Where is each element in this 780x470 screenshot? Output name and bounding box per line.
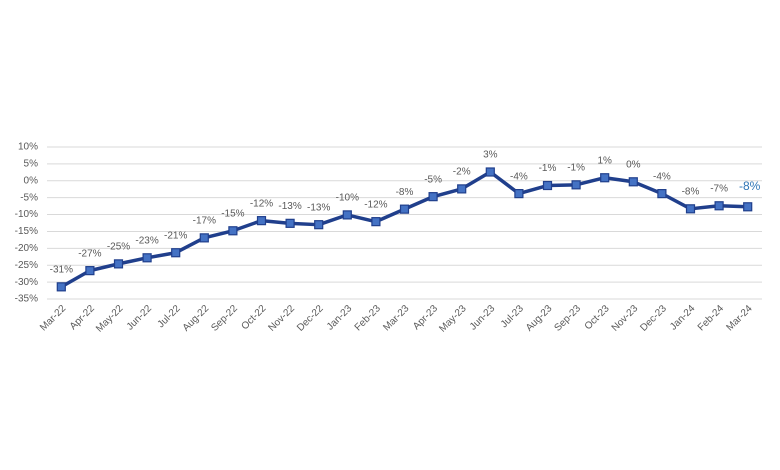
data-point bbox=[457, 184, 467, 194]
data-label: -31% bbox=[50, 264, 73, 275]
data-point bbox=[56, 282, 66, 292]
data-label: -7% bbox=[710, 183, 728, 194]
x-tick-label: Oct-22 bbox=[239, 303, 268, 332]
data-label: 1% bbox=[597, 155, 612, 166]
x-tick-label: Jan-24 bbox=[668, 303, 698, 333]
y-tick-label: 10% bbox=[18, 142, 38, 153]
data-point bbox=[171, 248, 181, 258]
x-tick-label: Sep-23 bbox=[553, 303, 584, 334]
x-tick-label: Aug-23 bbox=[524, 303, 555, 334]
data-point bbox=[399, 204, 410, 214]
data-point bbox=[428, 192, 438, 202]
data-point bbox=[542, 180, 553, 191]
data-label: -1% bbox=[539, 163, 557, 174]
x-tick-label: Jun-23 bbox=[468, 303, 498, 333]
data-label: -17% bbox=[193, 216, 216, 227]
data-point bbox=[685, 204, 696, 214]
data-label: -8% bbox=[739, 179, 761, 193]
x-tick-label: Apr-23 bbox=[411, 303, 440, 332]
y-tick-label: -15% bbox=[15, 226, 38, 237]
data-point bbox=[485, 167, 495, 177]
y-tick-label: -30% bbox=[15, 277, 38, 288]
y-tick-label: -5% bbox=[20, 192, 38, 203]
data-label: -21% bbox=[164, 230, 187, 241]
data-label: -5% bbox=[424, 174, 442, 185]
x-tick-label: May-23 bbox=[437, 303, 469, 335]
y-tick-label: -10% bbox=[15, 209, 38, 220]
data-label: 3% bbox=[483, 150, 498, 161]
data-point bbox=[199, 233, 209, 243]
data-label: -8% bbox=[396, 187, 414, 198]
data-point bbox=[285, 218, 295, 228]
x-tick-label: Aug-22 bbox=[181, 303, 212, 334]
data-point bbox=[113, 259, 124, 269]
y-tick-label: 0% bbox=[24, 175, 39, 186]
x-tick-label: Jun-22 bbox=[125, 303, 155, 333]
data-point bbox=[714, 201, 724, 211]
x-tick-label: Nov-22 bbox=[267, 303, 298, 334]
data-point bbox=[514, 189, 524, 199]
data-point bbox=[571, 180, 581, 190]
data-label: -8% bbox=[682, 186, 700, 197]
x-tick-label: Oct-23 bbox=[583, 303, 612, 332]
data-point bbox=[342, 210, 352, 220]
data-label: -13% bbox=[278, 201, 301, 212]
data-label: -1% bbox=[567, 162, 585, 173]
data-label: -2% bbox=[453, 167, 471, 178]
data-label: -4% bbox=[510, 171, 528, 182]
data-point bbox=[256, 216, 267, 226]
data-point bbox=[228, 226, 238, 236]
data-point bbox=[600, 173, 610, 183]
x-tick-label: Feb-24 bbox=[696, 303, 726, 333]
x-tick-label: Mar-22 bbox=[38, 303, 68, 333]
x-tick-label: Dec-22 bbox=[295, 303, 326, 334]
y-tick-label: 5% bbox=[24, 159, 39, 170]
data-label: -4% bbox=[653, 171, 671, 182]
data-label: -10% bbox=[336, 193, 359, 204]
y-tick-label: -20% bbox=[15, 243, 38, 254]
data-label: -15% bbox=[221, 208, 244, 219]
x-tick-label: Mar-23 bbox=[381, 303, 411, 333]
x-tick-label: Feb-23 bbox=[353, 303, 383, 333]
data-label: -23% bbox=[135, 235, 158, 246]
x-tick-label: Nov-23 bbox=[610, 303, 641, 334]
x-tick-label: Jan-23 bbox=[325, 303, 355, 333]
data-point bbox=[142, 253, 152, 263]
data-label: -12% bbox=[364, 199, 387, 210]
x-tick-label: Jul-23 bbox=[499, 303, 526, 330]
data-label: 0% bbox=[626, 159, 641, 170]
x-tick-label: Mar-24 bbox=[725, 303, 755, 333]
y-tick-label: -25% bbox=[15, 260, 38, 271]
y-tick-label: -35% bbox=[15, 294, 38, 305]
data-point bbox=[371, 217, 381, 227]
data-label: -13% bbox=[307, 202, 330, 213]
x-tick-label: Sep-22 bbox=[209, 303, 240, 334]
data-label: -25% bbox=[107, 242, 130, 253]
data-label: -12% bbox=[250, 198, 273, 209]
data-label: -27% bbox=[78, 248, 101, 259]
data-point bbox=[85, 266, 95, 276]
x-tick-label: May-22 bbox=[94, 303, 126, 335]
x-tick-label: Dec-23 bbox=[638, 303, 669, 334]
x-tick-label: Jul-22 bbox=[156, 303, 183, 330]
data-point bbox=[743, 202, 753, 212]
data-point bbox=[657, 189, 667, 199]
data-point bbox=[314, 220, 324, 230]
data-point bbox=[628, 177, 638, 187]
x-tick-label: Apr-22 bbox=[68, 303, 97, 332]
